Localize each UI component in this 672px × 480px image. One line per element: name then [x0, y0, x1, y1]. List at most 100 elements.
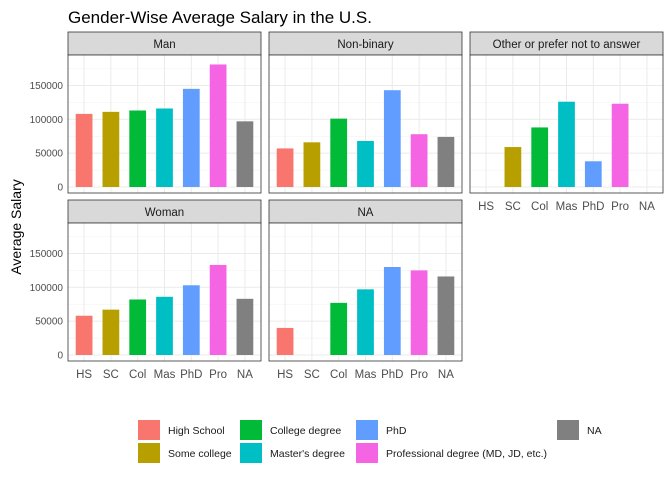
bar	[209, 64, 227, 187]
legend-item: College degree	[240, 420, 341, 440]
facet-strip-label: Non-binary	[337, 39, 393, 51]
bar	[129, 299, 147, 355]
facet-panel: Woman 0 50000 100000 150000 HS SC Col Mas PhD Pro N…	[30, 199, 262, 381]
bar	[437, 136, 455, 187]
facet-panel: Other or prefer not to answer HS SC Col Mas P…	[469, 31, 664, 213]
bar	[611, 103, 629, 187]
bar	[383, 267, 401, 355]
bar	[504, 147, 522, 187]
panel-border	[67, 222, 262, 362]
x-tick-label: PhD	[381, 369, 403, 381]
x-tick-label: NA	[639, 201, 655, 213]
facet-panels: Man 0 50000 100000 150000 Non-binary Other or …	[30, 31, 664, 381]
panel-border	[67, 54, 262, 194]
x-tick-label: Pro	[611, 201, 629, 213]
bar	[357, 140, 374, 187]
y-tick-label: 0	[57, 351, 63, 362]
panel-border	[268, 222, 463, 362]
bar	[558, 101, 575, 187]
bar	[330, 118, 348, 187]
x-tick-label: PhD	[180, 369, 202, 381]
facet-strip-label: Woman	[145, 207, 184, 219]
x-tick-label: Pro	[410, 369, 428, 381]
x-tick-label: SC	[505, 201, 521, 213]
x-tick-label: Mas	[154, 369, 176, 381]
legend-swatch	[557, 420, 579, 440]
facet-strip-label: Man	[153, 39, 175, 51]
bar	[102, 111, 120, 187]
bar	[209, 264, 227, 355]
bar	[584, 161, 602, 187]
legend-item: NA	[557, 420, 602, 440]
x-tick-label: SC	[103, 369, 119, 381]
y-tick-label: 150000	[30, 249, 64, 260]
bar	[182, 88, 200, 187]
y-tick-label: 150000	[30, 81, 64, 92]
bar	[156, 296, 173, 355]
legend-label: PhD	[386, 425, 407, 437]
facet-panel: NA HS SC Col Mas PhD Pro NA	[268, 199, 463, 381]
x-tick-label: NA	[237, 369, 253, 381]
y-tick-label: 100000	[30, 115, 64, 126]
x-tick-label: Col	[531, 201, 548, 213]
legend-label: Some college	[168, 448, 232, 460]
x-tick-label: HS	[277, 369, 293, 381]
legend-swatch	[240, 420, 262, 440]
bar	[276, 148, 294, 187]
legend-item: Master's degree	[240, 443, 345, 463]
legend-label: College degree	[270, 425, 341, 437]
legend-swatch	[138, 420, 160, 440]
bar	[156, 108, 173, 187]
y-tick-label: 100000	[30, 283, 64, 294]
bar	[303, 142, 321, 187]
facet-panel: Non-binary	[268, 31, 463, 194]
bar	[531, 127, 549, 187]
chart-title: Gender-Wise Average Salary in the U.S.	[68, 8, 372, 27]
x-tick-label: Mas	[355, 369, 377, 381]
legend-swatch	[356, 420, 378, 440]
x-tick-label: Col	[129, 369, 146, 381]
panel-border	[469, 54, 664, 194]
legend-item: PhD	[356, 420, 407, 440]
bar	[330, 302, 348, 355]
x-tick-label: HS	[76, 369, 92, 381]
legend-item: Professional degree (MD, JD, etc.)	[356, 443, 547, 463]
bar	[383, 90, 401, 187]
legend-swatch	[356, 443, 378, 463]
facet-strip-label: Other or prefer not to answer	[493, 39, 641, 51]
legend-item: Some college	[138, 443, 232, 463]
bar	[437, 276, 455, 355]
bar	[410, 270, 428, 355]
legend-item: High School	[138, 420, 225, 440]
bar	[182, 285, 200, 355]
x-tick-label: Pro	[209, 369, 227, 381]
x-tick-label: Col	[330, 369, 347, 381]
facet-panel: Man 0 50000 100000 150000	[30, 31, 262, 194]
bar	[410, 134, 428, 187]
y-axis-title: Average Salary	[8, 179, 24, 274]
bar	[276, 327, 294, 355]
legend-swatch	[138, 443, 160, 463]
panel-border	[268, 54, 463, 194]
x-tick-label: Mas	[556, 201, 578, 213]
bar	[236, 298, 254, 355]
y-tick-label: 50000	[35, 149, 63, 160]
bar	[129, 110, 147, 187]
y-tick-label: 50000	[35, 317, 63, 328]
legend: High School Some college College degree Mas…	[138, 420, 602, 463]
bar	[102, 309, 120, 355]
x-tick-label: HS	[478, 201, 494, 213]
x-tick-label: SC	[304, 369, 320, 381]
bar	[357, 289, 374, 355]
x-tick-label: PhD	[582, 201, 604, 213]
legend-label: High School	[168, 425, 225, 437]
bar	[236, 121, 254, 187]
y-tick-label: 0	[57, 183, 63, 194]
facet-strip-label: NA	[358, 207, 374, 219]
bar	[75, 113, 93, 187]
x-tick-label: NA	[438, 369, 454, 381]
legend-label: Master's degree	[270, 448, 345, 460]
legend-label: Professional degree (MD, JD, etc.)	[386, 448, 547, 460]
legend-swatch	[240, 443, 262, 463]
